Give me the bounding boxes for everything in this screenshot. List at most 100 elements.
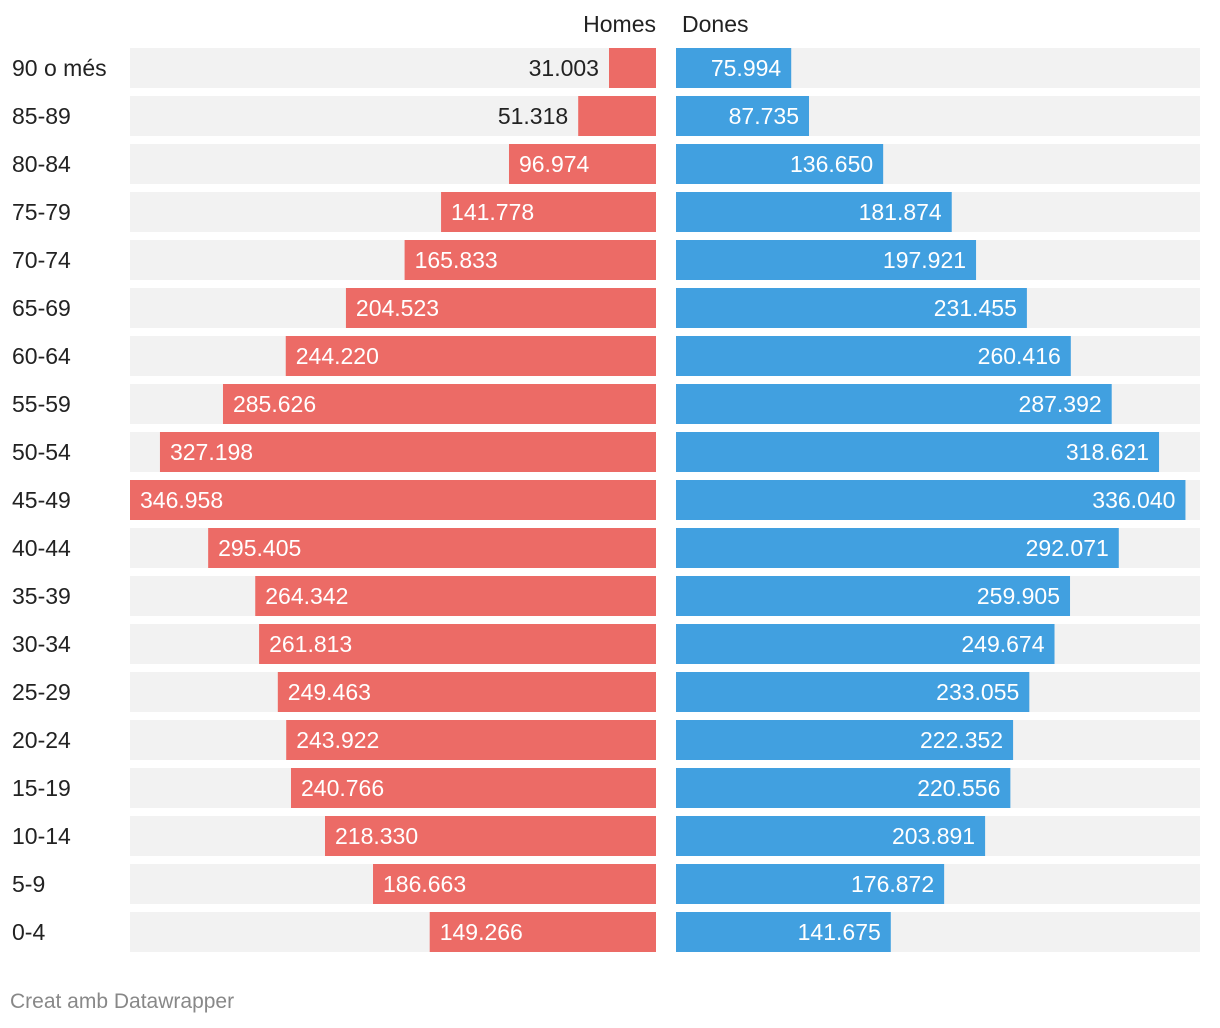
bar-dones <box>676 96 810 136</box>
value-label-homes: 327.198 <box>170 439 253 465</box>
bar-dones <box>676 336 1071 376</box>
value-label-dones: 336.040 <box>1092 487 1175 513</box>
bar-homes <box>290 768 656 808</box>
value-label-dones: 231.455 <box>934 295 1017 321</box>
value-label-homes: 261.813 <box>269 631 352 657</box>
value-label-dones: 220.556 <box>917 775 1000 801</box>
series-header-homes: Homes <box>583 11 656 37</box>
category-label: 70-74 <box>12 247 71 273</box>
value-label-homes: 249.463 <box>288 679 371 705</box>
category-label: 30-34 <box>12 631 71 657</box>
bar-dones <box>676 720 1014 760</box>
value-label-dones: 141.675 <box>798 919 881 945</box>
series-header-dones: Dones <box>682 11 748 37</box>
bar-homes <box>608 48 656 88</box>
value-label-homes: 51.318 <box>498 103 568 129</box>
value-label-dones: 136.650 <box>790 151 873 177</box>
bar-dones <box>676 624 1055 664</box>
bar-homes <box>373 864 656 904</box>
bar-dones <box>676 912 891 952</box>
footer-credit: Creat amb Datawrapper <box>10 990 235 1013</box>
bar-dones <box>676 816 986 856</box>
category-label: 25-29 <box>12 679 71 705</box>
value-label-dones: 87.735 <box>729 103 799 129</box>
bar-homes <box>208 528 657 568</box>
value-label-dones: 318.621 <box>1066 439 1149 465</box>
value-label-homes: 240.766 <box>301 775 384 801</box>
category-label: 45-49 <box>12 487 71 513</box>
bar-dones <box>676 192 952 232</box>
bar-homes <box>286 720 656 760</box>
category-label: 85-89 <box>12 103 71 129</box>
category-label: 80-84 <box>12 151 71 177</box>
value-label-dones: 203.891 <box>892 823 975 849</box>
category-label: 60-64 <box>12 343 71 369</box>
value-label-homes: 149.266 <box>440 919 523 945</box>
bar-homes <box>578 96 656 136</box>
value-label-dones: 259.905 <box>977 583 1060 609</box>
value-label-homes: 204.523 <box>356 295 439 321</box>
value-label-dones: 181.874 <box>859 199 942 225</box>
bar-homes <box>277 672 656 712</box>
value-label-dones: 75.994 <box>711 55 782 81</box>
population-pyramid-chart: Homes Dones 90 o més 31.003 75.994 85-89 51.31… <box>12 11 1200 952</box>
value-label-homes: 346.958 <box>140 487 223 513</box>
value-label-dones: 292.071 <box>1026 535 1109 561</box>
bar-homes <box>508 144 656 184</box>
bar-homes <box>429 912 656 952</box>
value-label-dones: 222.352 <box>920 727 1003 753</box>
bar-dones <box>676 288 1027 328</box>
value-label-homes: 295.405 <box>218 535 301 561</box>
category-label: 65-69 <box>12 295 71 321</box>
value-label-dones: 197.921 <box>883 247 966 273</box>
category-label: 0-4 <box>12 919 45 945</box>
bar-homes <box>345 288 656 328</box>
bar-dones <box>676 144 884 184</box>
value-label-homes: 218.330 <box>335 823 418 849</box>
bar-homes <box>159 432 656 472</box>
value-label-dones: 260.416 <box>978 343 1061 369</box>
bar-dones <box>676 480 1186 520</box>
bar-track-left <box>130 48 656 88</box>
category-label: 55-59 <box>12 391 71 417</box>
category-label: 5-9 <box>12 871 45 897</box>
value-label-homes: 165.833 <box>415 247 498 273</box>
bar-dones <box>676 240 977 280</box>
value-label-homes: 285.626 <box>233 391 316 417</box>
bar-dones <box>676 672 1030 712</box>
bar-dones <box>676 864 945 904</box>
value-label-homes: 264.342 <box>265 583 348 609</box>
value-label-homes: 243.922 <box>296 727 379 753</box>
bar-dones <box>676 576 1071 616</box>
value-label-dones: 249.674 <box>961 631 1044 657</box>
bar-dones <box>676 432 1160 472</box>
bar-homes <box>130 480 656 520</box>
bar-dones <box>676 528 1119 568</box>
bar-homes <box>404 240 656 280</box>
value-label-homes: 141.778 <box>451 199 534 225</box>
category-label: 90 o més <box>12 55 107 81</box>
value-label-homes: 31.003 <box>529 55 599 81</box>
category-label: 35-39 <box>12 583 71 609</box>
value-label-homes: 96.974 <box>519 151 590 177</box>
bar-homes <box>259 624 656 664</box>
category-label: 50-54 <box>12 439 71 465</box>
bar-homes <box>441 192 656 232</box>
bar-dones <box>676 384 1112 424</box>
bar-dones <box>676 768 1011 808</box>
category-label: 15-19 <box>12 775 71 801</box>
bar-homes <box>255 576 656 616</box>
value-label-dones: 176.872 <box>851 871 934 897</box>
bar-homes <box>222 384 656 424</box>
bar-homes <box>325 816 656 856</box>
bar-dones <box>676 48 792 88</box>
value-label-homes: 244.220 <box>296 343 379 369</box>
value-label-dones: 233.055 <box>936 679 1019 705</box>
bar-track-left <box>130 96 656 136</box>
category-label: 10-14 <box>12 823 71 849</box>
bar-homes <box>285 336 656 376</box>
value-label-homes: 186.663 <box>383 871 466 897</box>
value-label-dones: 287.392 <box>1019 391 1102 417</box>
category-label: 20-24 <box>12 727 71 753</box>
category-label: 75-79 <box>12 199 71 225</box>
